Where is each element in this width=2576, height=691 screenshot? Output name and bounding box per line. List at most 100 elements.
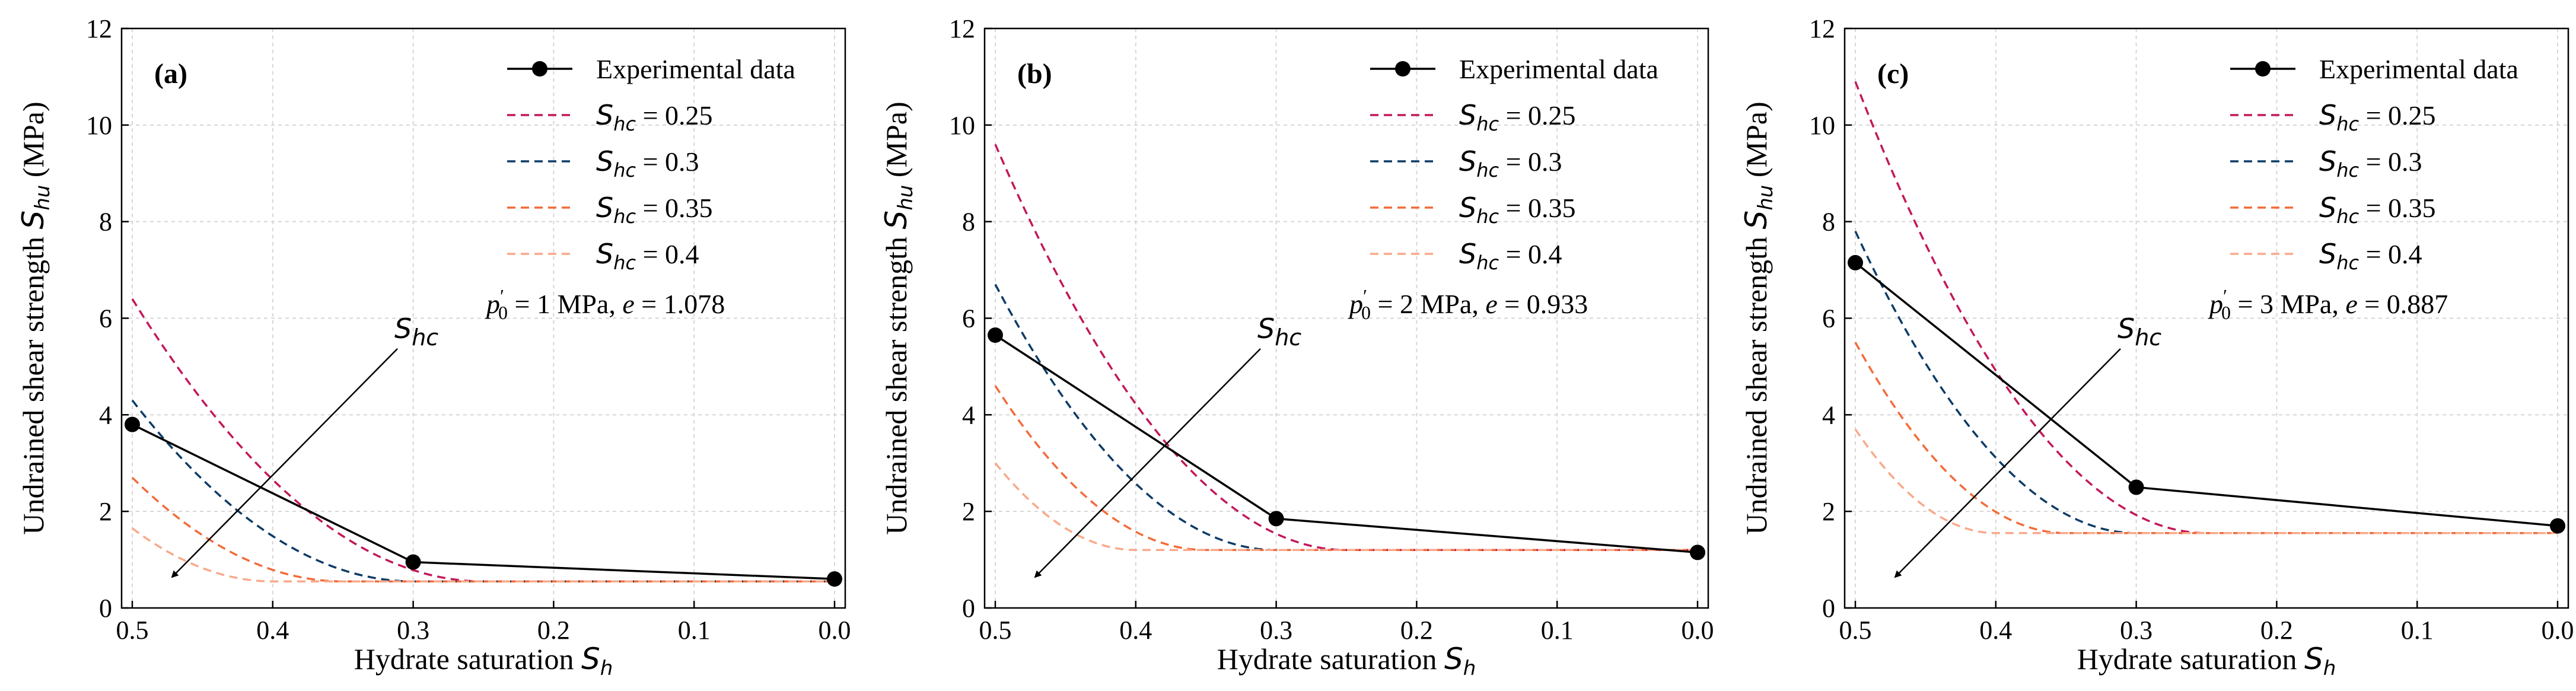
experimental-point [405,554,421,570]
y-tick-label: 10 [949,111,975,140]
legend-shc-label: Shc = 0.4 [1459,238,1562,274]
chart-panel-1: 0.5 0.4 0.3 0.2 0.1 0.0 0 2 4 6 8 10 12 Hydrate satur… [16,14,851,680]
model-curve-shc-0.35 [131,476,835,582]
y-tick-label: 2 [962,497,975,526]
x-tick-label: 0.5 [1839,616,1872,645]
x-tick-label: 0.0 [1682,616,1714,645]
y-tick-label: 0 [1822,594,1835,623]
experimental-point [1268,511,1284,527]
shc-direction-arrow [1034,348,1261,578]
x-tick-label: 0.3 [1260,616,1292,645]
experimental-point [125,416,140,432]
y-tick-label: 10 [86,111,112,140]
legend-experimental-marker [1395,61,1410,77]
y-tick-label: 12 [86,14,112,43]
legend-experimental-marker [532,61,547,77]
y-tick-label: 12 [949,14,975,43]
panel-label: (b) [1017,58,1052,90]
model-curve-shc-0.25 [994,144,1698,552]
model-curve-shc-0.3 [131,399,835,582]
x-tick-label: 0.1 [678,616,711,645]
legend-shc-label: Shc = 0.35 [596,192,713,228]
x-axis-title: Hydrate saturation Sh [1217,642,1476,680]
x-tick-label: 0.1 [2401,616,2434,645]
legend-shc-label: Shc = 0.3 [1459,145,1562,181]
y-axis-title: Undrained shear strength Shu (MPa) [16,101,55,534]
model-curve-shc-0.25 [1854,81,2558,534]
x-tick-label: 0.4 [256,616,289,645]
experimental-point [2128,479,2144,495]
legend-shc-label: Shc = 0.25 [596,99,713,135]
y-axis-title: Undrained shear strength Shu (MPa) [879,101,918,534]
y-axis-title: Undrained shear strength Shu (MPa) [1739,101,1778,534]
x-tick-label: 0.5 [116,616,149,645]
legend-shc-label: Shc = 0.3 [2319,145,2422,181]
y-tick-label: 4 [1822,400,1835,429]
shc-direction-arrow [1894,348,2121,578]
model-curve-shc-0.3 [1854,231,2558,534]
legend-shc-label: Shc = 0.35 [2319,192,2436,228]
y-tick-label: 6 [99,304,112,333]
model-curve-shc-0.35 [994,385,1698,552]
experimental-point [1848,254,1863,270]
model-curve-shc-0.4 [1854,428,2558,534]
y-tick-label: 8 [962,208,975,237]
legend-shc-label: Shc = 0.25 [2319,99,2436,135]
legend-shc-label: Shc = 0.25 [1459,99,1576,135]
y-tick-label: 4 [962,400,975,429]
arrow-label: Shc [1257,313,1301,351]
x-tick-label: 0.3 [2120,616,2152,645]
legend-shc-label: Shc = 0.35 [1459,192,1576,228]
condition-text: p′ 0 = 3 MPa, e = 0.887 [2208,285,2448,323]
legend-experimental-label: Experimental data [596,54,795,84]
chart-panel-2: 0.5 0.4 0.3 0.2 0.1 0.0 0 2 4 6 8 10 12 Hydrate satur… [879,14,1714,680]
legend-shc-label: Shc = 0.3 [596,145,699,181]
y-tick-label: 12 [1809,14,1835,43]
condition-text: p′ 0 = 1 MPa, e = 1.078 [485,285,725,323]
condition-text: p′ 0 = 2 MPa, e = 0.933 [1348,285,1588,323]
legend-experimental-label: Experimental data [2319,54,2518,84]
shc-direction-arrow [171,348,398,578]
x-tick-label: 0.3 [397,616,429,645]
experimental-line [995,334,1698,554]
arrow-label: Shc [394,313,438,351]
y-tick-label: 2 [1822,497,1835,526]
x-tick-label: 0.4 [1979,616,2012,645]
experimental-point [988,327,1003,343]
model-curve-shc-0.35 [1854,342,2558,534]
x-tick-label: 0.4 [1119,616,1152,645]
x-tick-label: 0.2 [2260,616,2293,645]
legend-experimental-label: Experimental data [1459,54,1658,84]
arrow-label: Shc [2118,313,2161,351]
y-tick-label: 6 [962,304,975,333]
y-tick-label: 4 [99,400,112,429]
x-axis-title: Hydrate saturation Sh [2077,642,2336,680]
legend-experimental-marker [2255,61,2271,77]
model-curve-shc-0.4 [131,527,835,582]
x-tick-label: 0.2 [1400,616,1433,645]
experimental-line [132,423,835,580]
panel-label: (a) [154,58,187,90]
y-tick-label: 8 [1822,208,1835,237]
experimental-point [2550,518,2565,534]
y-tick-label: 10 [1809,111,1835,140]
x-tick-label: 0.5 [979,616,1012,645]
chart-panel-3: 0.5 0.4 0.3 0.2 0.1 0.0 0 2 4 6 8 10 12 Hydrate satur… [1739,14,2574,680]
model-curve-shc-0.25 [131,298,835,582]
panel-label: (c) [1877,58,1909,90]
model-curve-shc-0.3 [994,284,1698,552]
experimental-point [827,571,842,587]
experimental-point [1690,544,1705,561]
y-tick-label: 8 [99,208,112,237]
legend-shc-label: Shc = 0.4 [2319,238,2422,274]
y-tick-label: 2 [99,497,112,526]
x-axis-title: Hydrate saturation Sh [354,642,613,680]
model-curve-shc-0.4 [994,462,1698,552]
y-tick-label: 6 [1822,304,1835,333]
x-tick-label: 0.0 [2542,616,2574,645]
y-tick-label: 0 [962,594,975,623]
x-tick-label: 0.2 [537,616,570,645]
x-tick-label: 0.1 [1541,616,1574,645]
y-tick-label: 0 [99,594,112,623]
